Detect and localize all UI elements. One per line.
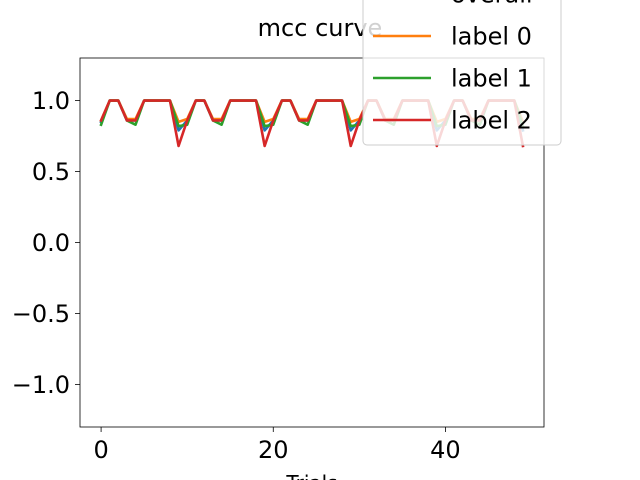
x-axis-label: Trials: [285, 471, 337, 480]
legend-label: overall: [451, 0, 533, 9]
x-tick-label: 20: [258, 436, 289, 464]
legend-label: label 2: [451, 107, 532, 135]
x-tick-label: 40: [430, 436, 461, 464]
x-tick-label: 0: [93, 436, 108, 464]
chart-title: mcc curve: [258, 14, 383, 42]
y-axis: −1.0 −0.5 0.0 0.5 1.0: [12, 87, 80, 399]
x-axis: 0 20 40: [93, 427, 461, 464]
legend-label: label 1: [451, 65, 532, 93]
y-tick-label: 0.0: [32, 229, 70, 257]
y-tick-label: 1.0: [32, 87, 70, 115]
y-tick-label: −0.5: [12, 300, 70, 328]
legend: overall label 0 label 1 label 2: [362, 0, 562, 146]
y-tick-label: −1.0: [12, 371, 70, 399]
legend-label: label 0: [451, 23, 532, 51]
y-tick-label: 0.5: [32, 158, 70, 186]
